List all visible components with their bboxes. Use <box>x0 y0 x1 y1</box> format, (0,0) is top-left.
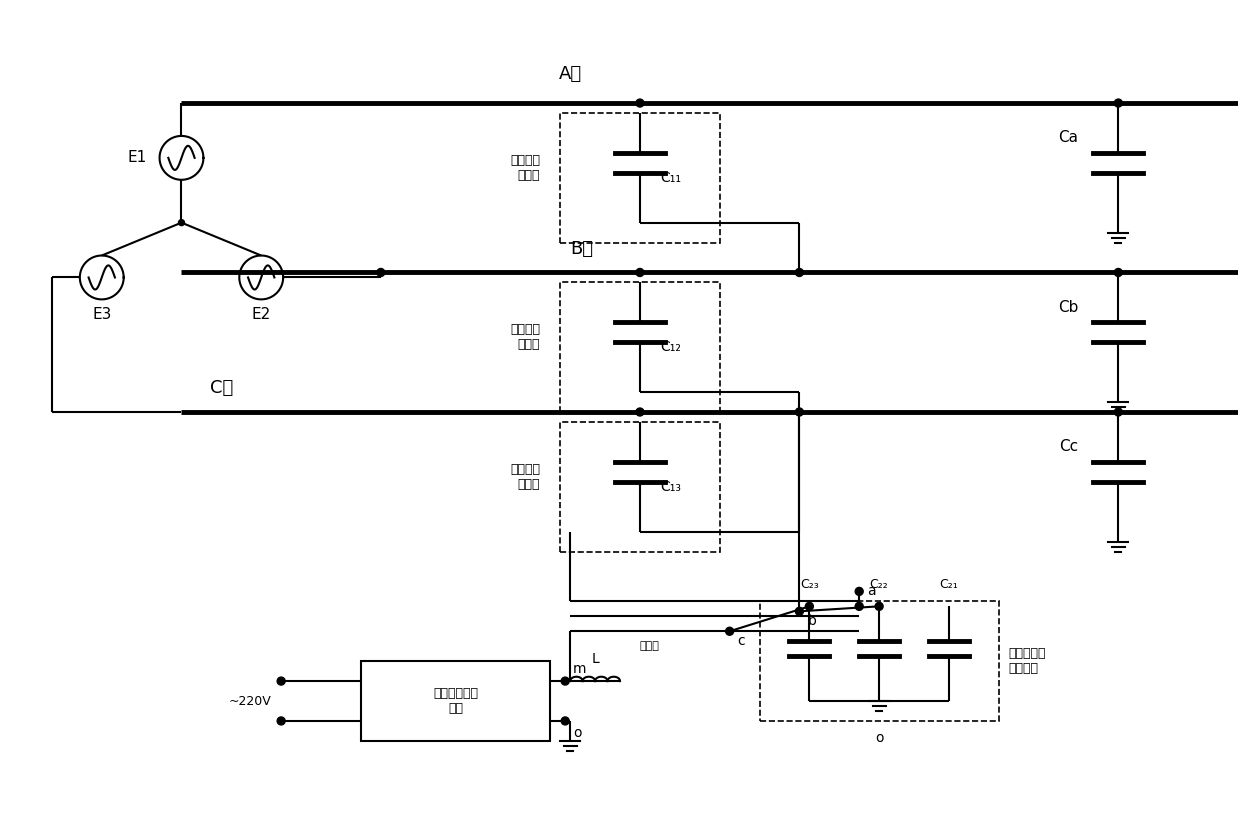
Text: 测试线: 测试线 <box>640 641 660 651</box>
Text: C₂₂: C₂₂ <box>869 579 889 591</box>
Text: o: o <box>875 731 883 745</box>
Circle shape <box>856 588 863 595</box>
Text: A相: A相 <box>558 65 582 83</box>
Text: E1: E1 <box>128 150 146 165</box>
Text: C₁₃: C₁₃ <box>660 480 681 494</box>
Text: m: m <box>573 662 587 677</box>
Text: B相: B相 <box>570 239 593 257</box>
Text: b: b <box>807 614 816 628</box>
Circle shape <box>278 717 285 725</box>
Circle shape <box>1115 408 1122 416</box>
Text: 带电指示
传感器: 带电指示 传感器 <box>511 154 541 182</box>
Text: L: L <box>591 652 599 666</box>
Text: ~220V: ~220V <box>228 695 272 708</box>
Circle shape <box>636 99 644 107</box>
Text: C₂₃: C₂₃ <box>800 579 818 591</box>
Text: Ca: Ca <box>1059 131 1079 145</box>
Text: 带电指示
传感器: 带电指示 传感器 <box>511 323 541 351</box>
Circle shape <box>278 677 285 685</box>
Text: E2: E2 <box>252 307 270 322</box>
Circle shape <box>795 269 804 276</box>
Circle shape <box>562 717 569 725</box>
Circle shape <box>805 603 813 610</box>
Text: C₁₂: C₁₂ <box>660 340 681 354</box>
Circle shape <box>725 627 734 635</box>
Text: Cc: Cc <box>1059 440 1079 455</box>
Text: 带电指示
传感器: 带电指示 传感器 <box>511 463 541 491</box>
Text: C相: C相 <box>210 379 233 397</box>
Circle shape <box>1115 99 1122 107</box>
Circle shape <box>179 219 185 225</box>
Circle shape <box>1115 269 1122 276</box>
Circle shape <box>856 603 863 610</box>
Circle shape <box>636 269 644 276</box>
Circle shape <box>795 408 804 416</box>
Circle shape <box>795 607 804 616</box>
Text: a: a <box>867 584 875 598</box>
Circle shape <box>562 677 569 685</box>
Text: o: o <box>573 726 582 740</box>
Circle shape <box>875 603 883 610</box>
Text: Cb: Cb <box>1058 300 1079 315</box>
Text: E3: E3 <box>92 307 112 322</box>
Text: C₂₁: C₂₁ <box>940 579 959 591</box>
Text: 电容电流测试
装置: 电容电流测试 装置 <box>433 687 479 715</box>
Text: c: c <box>738 635 745 649</box>
Circle shape <box>636 408 644 416</box>
Text: C₁₁: C₁₁ <box>660 171 681 185</box>
Circle shape <box>377 269 384 276</box>
Text: 开关柜带电
指示装置: 开关柜带电 指示装置 <box>1008 647 1047 675</box>
